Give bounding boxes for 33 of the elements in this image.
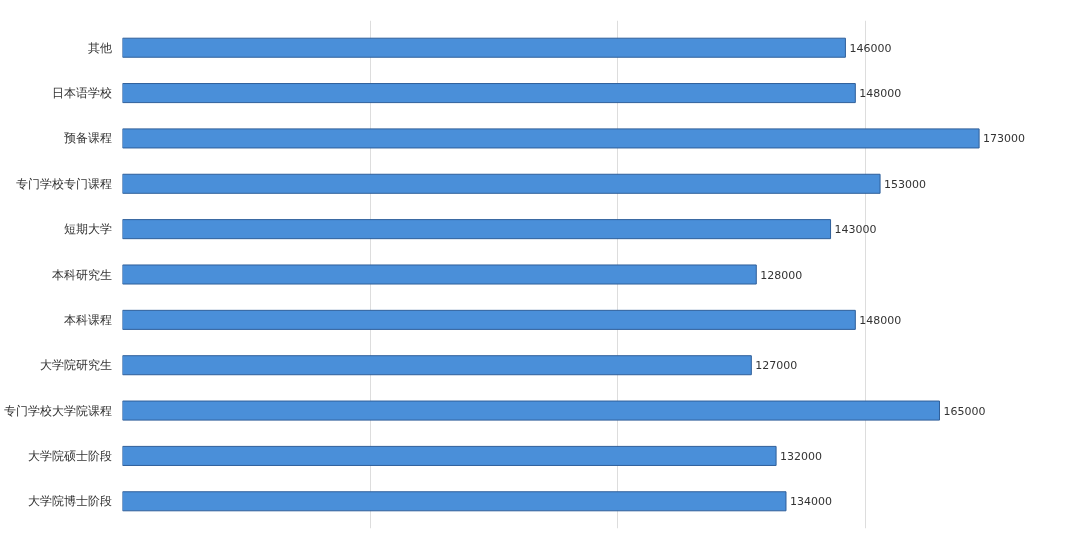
- y-tick-label: 日本语学校: [51, 86, 112, 101]
- y-tick-label: 大学院硕士阶段: [27, 448, 112, 463]
- bar: [122, 264, 757, 285]
- bar: [122, 445, 777, 466]
- bar: [122, 128, 980, 149]
- bar: [122, 355, 752, 376]
- bar: [122, 83, 856, 104]
- data-label: 148000: [859, 313, 902, 327]
- bar: [122, 219, 832, 240]
- bar: [122, 37, 846, 58]
- y-tick-label: 大学院研究生: [39, 358, 112, 373]
- data-label: 173000: [983, 132, 1026, 146]
- data-label: 134000: [790, 495, 832, 509]
- y-tick-label: 预备课程: [63, 131, 112, 146]
- y-tick-label: 专门学校专门课程: [15, 176, 112, 191]
- bar: [122, 491, 787, 512]
- bar: [122, 400, 940, 421]
- y-tick-label: 本科课程: [63, 312, 112, 327]
- bar: [122, 173, 881, 194]
- data-label: 153000: [884, 177, 927, 191]
- y-tick-label: 短期大学: [63, 222, 112, 237]
- y-tick-label: 专门学校大学院课程: [3, 403, 112, 418]
- data-label: 165000: [943, 404, 986, 418]
- y-tick-label: 其他: [87, 40, 112, 55]
- data-label: 132000: [780, 449, 823, 463]
- y-tick-label: 大学院博士阶段: [27, 494, 112, 509]
- data-label: 127000: [755, 359, 798, 373]
- data-label: 143000: [834, 223, 877, 237]
- data-label: 146000: [849, 41, 892, 55]
- bar: [122, 309, 856, 330]
- y-tick-label: 本科研究生: [51, 267, 112, 282]
- data-label: 148000: [859, 87, 902, 101]
- data-label: 128000: [760, 268, 803, 282]
